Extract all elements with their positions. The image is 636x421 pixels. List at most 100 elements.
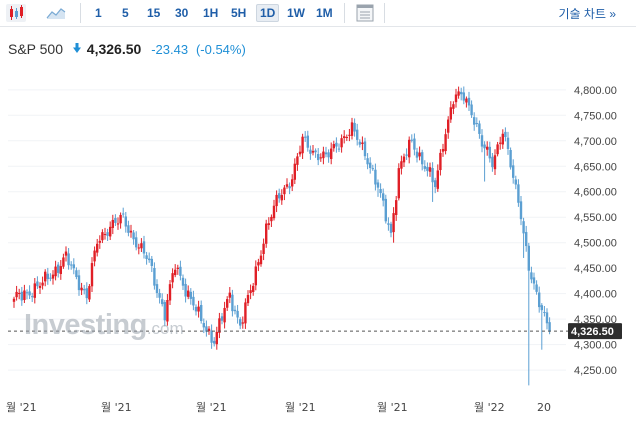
- interval-30[interactable]: 30: [175, 6, 189, 20]
- candle-body: [423, 166, 426, 169]
- candle-body: [501, 133, 504, 145]
- candle-body: [408, 139, 411, 158]
- candle-body: [119, 214, 122, 224]
- chart-settings-icon[interactable]: [355, 4, 375, 22]
- candle-body: [72, 264, 75, 269]
- candle-body: [405, 154, 408, 156]
- candle-body: [57, 264, 60, 273]
- candle-body: [324, 152, 328, 155]
- candle-body: [478, 123, 481, 134]
- candle-body: [447, 119, 450, 133]
- candle-body: [51, 274, 55, 279]
- candle-body: [285, 184, 289, 187]
- candle-body: [535, 284, 538, 292]
- x-tick-label: 월 '21: [285, 401, 316, 414]
- candle-body: [88, 286, 91, 300]
- candle-body: [142, 241, 146, 254]
- candle-body: [296, 156, 299, 165]
- interval-15[interactable]: 15: [147, 6, 161, 20]
- candle-body: [392, 213, 395, 233]
- candle-body: [259, 255, 263, 265]
- candle-body: [314, 150, 317, 153]
- candle-body: [28, 291, 31, 296]
- candle-body: [12, 298, 16, 302]
- candle-body: [275, 194, 278, 207]
- x-tick-label: 월 '21: [196, 401, 227, 414]
- last-price: 4,326.50: [86, 41, 142, 58]
- candle-body: [460, 91, 463, 95]
- candle-body: [272, 205, 276, 219]
- candle-body: [402, 156, 406, 163]
- candle-body: [101, 232, 104, 241]
- candle-body: [46, 273, 49, 280]
- candle-body: [252, 285, 255, 292]
- candle-body: [168, 284, 172, 301]
- y-tick-label: 4,250.00: [574, 365, 617, 377]
- candle-body: [194, 306, 198, 312]
- candles: [12, 86, 551, 386]
- candle-body: [356, 129, 359, 140]
- candle-body: [517, 184, 520, 203]
- candle-body: [527, 245, 530, 271]
- candle-body: [103, 234, 107, 236]
- interval-1w[interactable]: 1W: [287, 6, 305, 20]
- candle-body: [491, 156, 494, 168]
- candle-body: [122, 213, 125, 215]
- candle-body: [36, 281, 39, 287]
- candle-body: [278, 193, 281, 199]
- candle-body: [309, 149, 312, 154]
- candle-body: [473, 117, 476, 125]
- interval-1d[interactable]: 1D: [256, 4, 280, 22]
- candle-body: [337, 148, 341, 150]
- chart-toolbar: 1 5 15 30 1H 5H 1D 1W 1M 기술 차트 »: [0, 0, 636, 27]
- candle-body: [176, 267, 179, 269]
- candle-body: [545, 312, 549, 324]
- candle-body: [371, 168, 374, 170]
- technical-chart-link[interactable]: 기술 차트 »: [558, 7, 616, 21]
- candle-body: [327, 152, 330, 158]
- candle-body: [363, 141, 367, 157]
- candle-body: [179, 266, 182, 276]
- candle-body: [124, 216, 127, 227]
- toolbar-separator: [80, 3, 81, 23]
- candle-body: [236, 310, 239, 318]
- interval-5h[interactable]: 5H: [231, 6, 247, 20]
- candle-body: [140, 243, 143, 249]
- candlestick-icon[interactable]: [6, 4, 26, 22]
- candle-body: [499, 142, 502, 144]
- candle-body: [384, 198, 387, 222]
- price-axis: 4,250.004,300.004,350.004,400.004,450.00…: [574, 85, 617, 377]
- candle-body: [389, 223, 393, 233]
- candle-body: [75, 270, 78, 278]
- candle-body: [483, 144, 486, 149]
- last-price-label: 4,326.50: [571, 326, 614, 338]
- interval-5[interactable]: 5: [122, 6, 129, 20]
- candle-body: [358, 141, 361, 145]
- candle-body: [395, 200, 398, 216]
- candle-body: [231, 294, 234, 312]
- interval-1h[interactable]: 1H: [203, 6, 219, 20]
- candle-body: [350, 122, 354, 136]
- candle-body: [353, 122, 356, 132]
- candle-body: [330, 148, 333, 160]
- candle-body: [85, 288, 88, 299]
- candle-body: [465, 98, 468, 103]
- candle-body: [171, 273, 174, 283]
- candle-body: [413, 138, 416, 150]
- interval-1m[interactable]: 1M: [316, 6, 333, 20]
- interval-1[interactable]: 1: [95, 6, 102, 20]
- candle-body: [382, 193, 385, 201]
- candle-body: [504, 131, 507, 138]
- last-price-tag: [568, 323, 622, 340]
- time-axis: 월 '21 월 '21 월 '21 월 '21 월 '21 월 '22 20: [6, 401, 551, 414]
- candle-body: [452, 104, 455, 109]
- candle-body: [145, 255, 148, 260]
- candle-body: [257, 262, 260, 266]
- x-tick-label: 20: [537, 401, 551, 414]
- candle-body: [267, 223, 270, 226]
- candle-body: [59, 266, 62, 275]
- area-chart-icon[interactable]: [46, 4, 66, 22]
- candle-body: [361, 142, 364, 144]
- candle-body: [64, 251, 68, 256]
